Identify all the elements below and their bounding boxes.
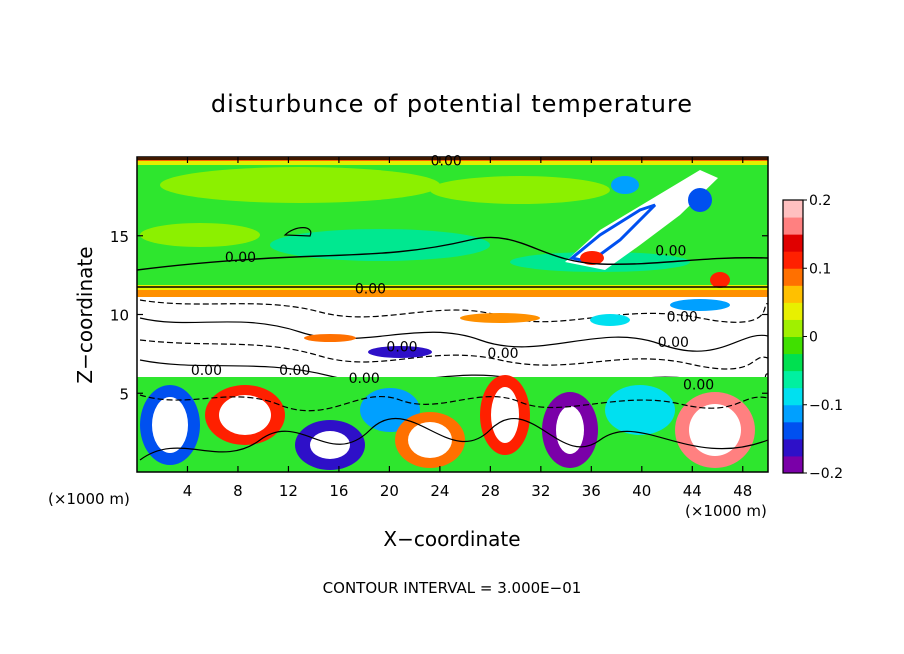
- contour-label: 0.00: [349, 371, 380, 387]
- contour-label: 0.00: [655, 244, 686, 260]
- y-axis-label: Z−coordinate: [73, 246, 97, 383]
- x-tick-label: 36: [582, 482, 601, 500]
- field-light-green-patch: [140, 223, 260, 247]
- x-unit-left: (×1000 m): [48, 490, 130, 508]
- x-tick-label: 32: [531, 482, 550, 500]
- colorbar-swatch: [783, 387, 803, 406]
- x-axis: 4 8 12 16 20 24 28 32 36 40 44 48: [183, 157, 752, 500]
- colorbar-swatch: [783, 268, 803, 286]
- colorbar-tick-label: 0.1: [809, 261, 831, 277]
- field-mid-contours: [139, 317, 768, 352]
- contour-label: 0.00: [658, 335, 689, 351]
- x-tick-label: 28: [481, 482, 500, 500]
- colorbar-swatch: [783, 404, 803, 423]
- field-lower-contours: [139, 417, 768, 461]
- field-mid-blue: [670, 299, 730, 311]
- x-unit-right: (×1000 m): [685, 502, 767, 520]
- x-tick-label: 16: [329, 482, 348, 500]
- field-mid-contours: [139, 339, 768, 370]
- field-mid-orange: [460, 313, 540, 323]
- field-light-green-patch: [430, 176, 610, 204]
- field-lower-blob: [408, 422, 452, 458]
- zero-contour: [283, 227, 312, 237]
- x-tick-label: 12: [279, 482, 298, 500]
- colorbar: 0.2 0.1 0 −0.1 −0.2: [782, 193, 843, 482]
- colorbar-swatch: [783, 251, 803, 269]
- y-tick-label: 10: [110, 307, 129, 325]
- colorbar-swatch: [783, 455, 803, 474]
- colorbar-swatch: [783, 421, 803, 440]
- colorbar-tick-label: 0.2: [809, 193, 831, 209]
- colorbar-swatch: [783, 353, 803, 372]
- field-lower-blob: [310, 431, 350, 459]
- field-plume-red: [710, 272, 730, 288]
- colorbar-swatch: [783, 370, 803, 389]
- contour-interval-note: CONTOUR INTERVAL = 3.000E−01: [323, 579, 582, 597]
- y-axis: 5 10 15: [110, 228, 768, 403]
- colorbar-swatch: [783, 336, 803, 355]
- field-inversion-band-orange: [137, 290, 768, 297]
- zero-contour: [137, 236, 768, 271]
- colorbar-tick-label: −0.1: [809, 398, 843, 414]
- field-mid-cyan: [590, 314, 630, 326]
- y-tick-label: 15: [110, 228, 129, 246]
- field-plume-red: [580, 251, 604, 265]
- contour-label: 0.00: [225, 250, 256, 266]
- contour-label: 0.00: [279, 363, 310, 379]
- x-tick-label: 8: [233, 482, 243, 500]
- plot-field: [137, 157, 768, 472]
- field-lower-contours: [139, 394, 768, 412]
- field-lower-blob: [152, 397, 188, 453]
- colorbar-tick-label: 0: [809, 330, 818, 346]
- field-mid-orange: [304, 334, 356, 342]
- colorbar-swatch: [783, 319, 803, 337]
- x-tick-label: 44: [683, 482, 702, 500]
- x-tick-label: 40: [632, 482, 651, 500]
- colorbar-swatch: [783, 438, 803, 457]
- y-tick-label: 5: [119, 385, 129, 403]
- contour-label: 0.00: [355, 281, 386, 297]
- contour-label: 0.00: [386, 340, 417, 356]
- x-tick-label: 4: [183, 482, 193, 500]
- colorbar-swatch: [783, 234, 803, 252]
- contour-label: 0.00: [431, 154, 462, 170]
- colorbar-tick-label: −0.2: [809, 466, 843, 482]
- field-lower-blob: [491, 387, 519, 443]
- field-cyan-green-patch: [270, 229, 490, 261]
- x-tick-label: 20: [380, 482, 399, 500]
- field-mid-blue: [368, 346, 432, 358]
- field-lower-blob: [219, 395, 271, 435]
- colorbar-swatch: [783, 302, 803, 320]
- contour-label: 0.00: [667, 310, 698, 326]
- x-tick-label: 48: [733, 482, 752, 500]
- colorbar-swatch: [783, 285, 803, 303]
- field-light-green-patch: [160, 167, 440, 203]
- field-plume-blue: [688, 188, 712, 212]
- colorbar-swatch: [783, 200, 803, 218]
- field-lower-blob: [605, 385, 675, 435]
- x-axis-label: X−coordinate: [383, 527, 520, 551]
- field-mid-layer: [137, 297, 768, 377]
- field-lower-blob: [689, 404, 741, 456]
- colorbar-swatch: [783, 217, 803, 235]
- chart-title: disturbunce of potential temperature: [211, 90, 693, 118]
- contour-label: 0.00: [487, 346, 518, 362]
- field-plume-blue: [611, 176, 639, 194]
- x-tick-label: 24: [430, 482, 449, 500]
- contour-label: 0.00: [191, 363, 222, 379]
- contour-label: 0.00: [683, 377, 714, 393]
- field-top-band-2: [137, 161, 768, 165]
